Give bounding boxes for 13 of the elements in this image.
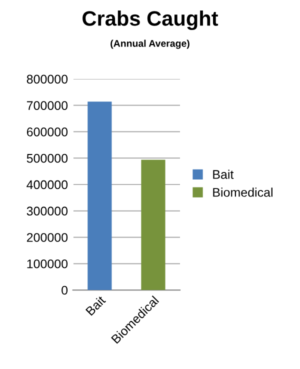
y-tick-label: 100000 [27, 259, 68, 268]
y-tick-label: 500000 [26, 154, 68, 163]
y-tick-label: 800000 [26, 74, 68, 84]
y-tick-label: 700000 [26, 101, 68, 110]
y-tick-label: 200000 [26, 233, 68, 242]
y-tick-label: 400000 [26, 180, 68, 190]
legend-label: Biomedical [213, 188, 272, 197]
legend-label: Bait [213, 170, 234, 179]
chart-title: Crabs Caught [82, 10, 218, 30]
y-tick-label: 0 [62, 286, 68, 295]
chart-subtitle: (Annual Average) [110, 40, 190, 49]
y-tick-label: 300000 [26, 206, 68, 216]
y-tick-label: 600000 [26, 128, 68, 136]
